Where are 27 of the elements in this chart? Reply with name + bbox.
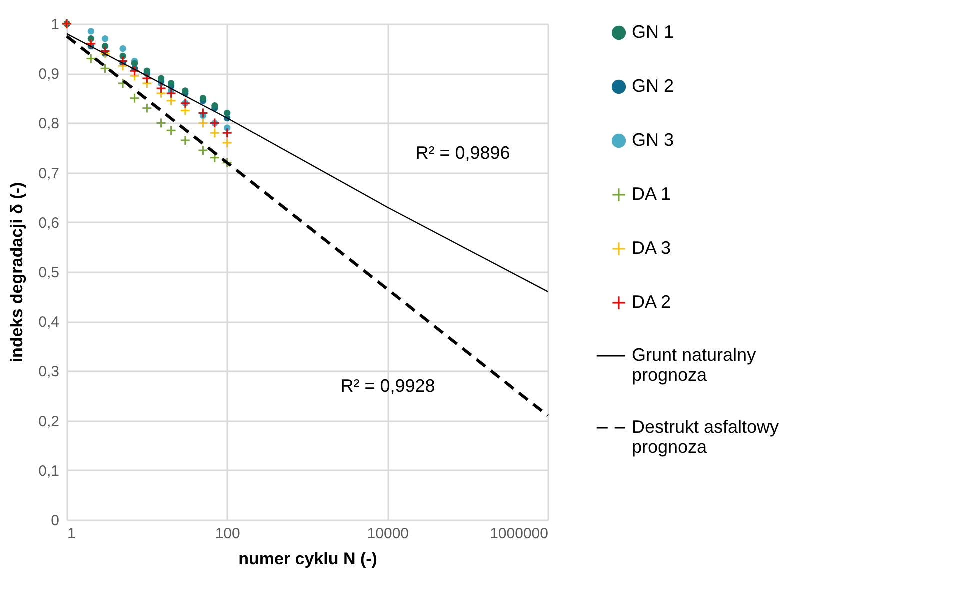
y-tick-label: 0,4 [38,314,60,332]
y-tick-label: 0,1 [38,462,60,480]
x-tick-label: 100 [215,526,240,542]
x-axis-title: numer cyklu N (-) [238,550,378,568]
x-tick-label: 10000 [367,526,410,542]
y-tick-label: 0,8 [38,116,60,133]
annotation: R² = 0,9896 [416,143,510,163]
legend-label: GN 1 [632,22,674,42]
y-tick-label: 0 [51,512,60,530]
y-tick-label: 0,2 [38,413,60,430]
y-tick-label: 0,6 [38,214,60,232]
legend-label: GN 3 [632,130,674,150]
y-axis-title: indeks degradacji δ (-) [8,182,27,363]
legend-label: Grunt naturalny prognoza [632,345,756,385]
legend-label: DA 1 [632,184,672,204]
x-tick-label: 1000000 [490,526,548,542]
x-tick-label: 1 [68,526,76,542]
annotation: R² = 0,9928 [340,376,436,396]
legend-label: DA 2 [632,292,672,312]
legend-label: Destrukt asfaltowy prognoza [632,417,780,457]
y-tick-label: 0,9 [38,66,60,84]
y-tick-label: 0,7 [38,165,60,182]
legend-label: GN 2 [632,76,674,96]
y-tick-label: 0,3 [38,364,60,381]
y-tick-label: 0,5 [38,264,60,282]
legend-label: DA 3 [632,238,672,258]
y-tick-label: 1 [51,16,60,34]
